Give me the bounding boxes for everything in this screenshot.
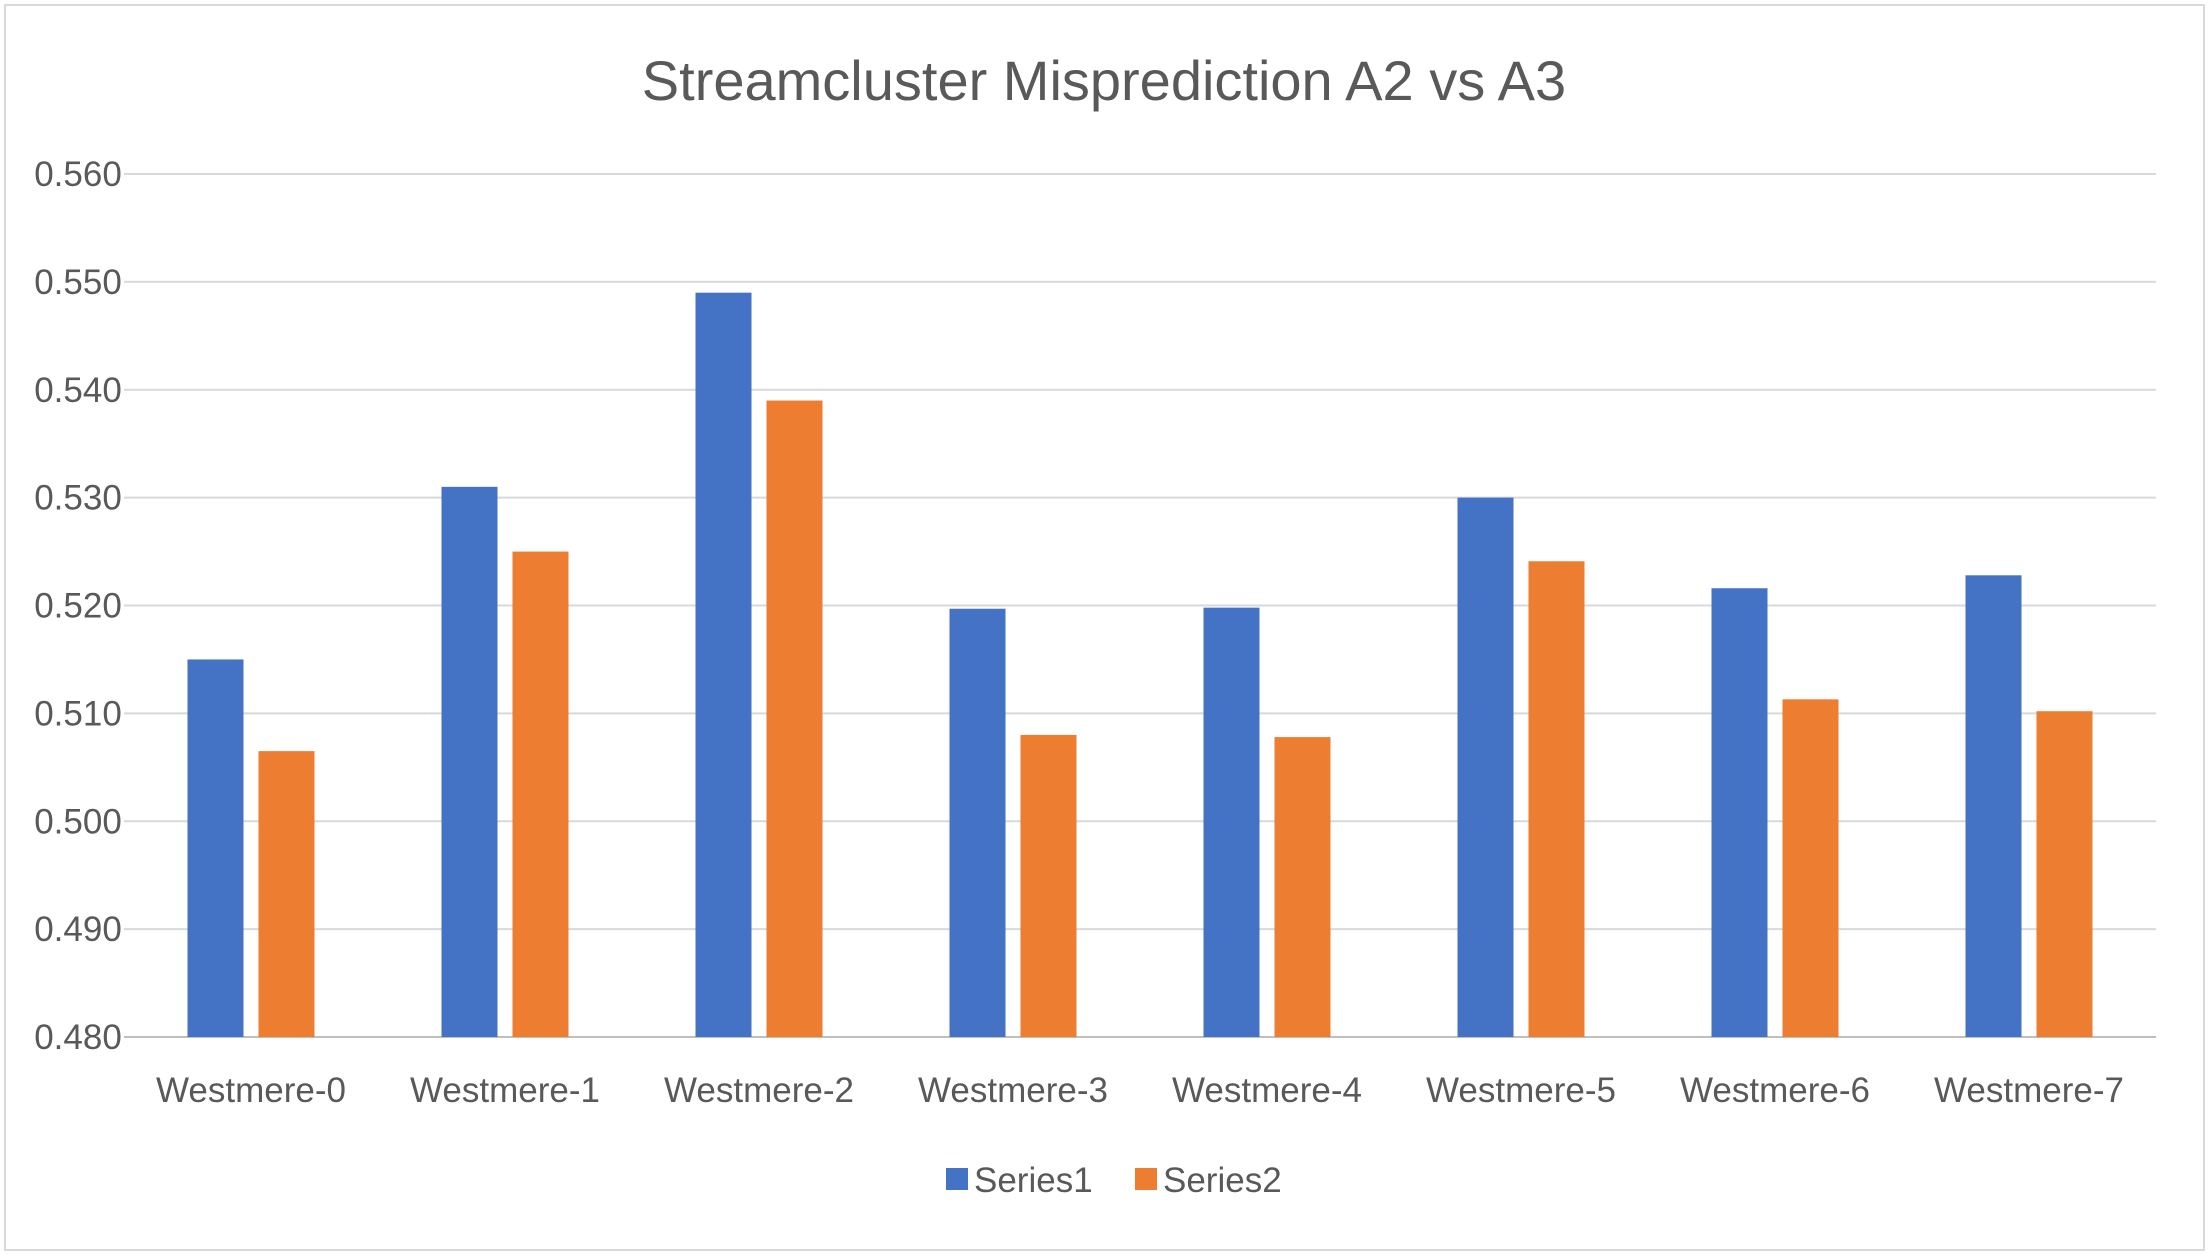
bar-series1-westmere-1 (441, 486, 498, 1037)
y-tick-label: 0.490 (34, 910, 122, 949)
x-tick-label: Westmere-4 (1172, 1071, 1362, 1110)
y-tick-label: 0.560 (34, 155, 122, 194)
x-tick-label: Westmere-7 (1934, 1071, 2124, 1110)
x-tick-label: Westmere-3 (918, 1071, 1108, 1110)
bar-series1-westmere-6 (1711, 588, 1768, 1037)
bar-series2-westmere-4 (1274, 737, 1331, 1037)
bar-series2-westmere-3 (1020, 734, 1077, 1037)
x-tick-label: Westmere-2 (664, 1071, 854, 1110)
chart-title: Streamcluster Misprediction A2 vs A3 (642, 49, 1566, 112)
x-tick-label: Westmere-1 (410, 1071, 600, 1110)
bar-series1-westmere-3 (949, 608, 1006, 1037)
legend-swatch (946, 1168, 968, 1190)
y-tick-label: 0.480 (34, 1018, 122, 1057)
bar-series2-westmere-7 (2036, 711, 2093, 1037)
y-tick-label: 0.520 (34, 587, 122, 626)
x-tick-label: Westmere-6 (1680, 1071, 1870, 1110)
bars (187, 292, 2093, 1038)
legend-swatch (1135, 1168, 1157, 1190)
y-axis-ticks: 0.480 0.490 0.500 0.510 0.520 0.530 0.540 0.550… (34, 155, 122, 1057)
y-tick-label: 0.540 (34, 371, 122, 410)
y-tick-label: 0.530 (34, 479, 122, 518)
bar-series1-westmere-7 (1965, 575, 2022, 1037)
bar-series2-westmere-0 (258, 751, 315, 1037)
legend: Series1 Series2 (946, 1161, 1282, 1200)
bar-series1-westmere-4 (1203, 607, 1260, 1037)
bar-series2-westmere-5 (1528, 561, 1585, 1037)
y-tick-label: 0.550 (34, 263, 122, 302)
y-tick-label: 0.510 (34, 694, 122, 733)
bar-series1-westmere-0 (187, 659, 244, 1037)
chart-frame (4, 4, 2205, 1251)
gridlines (124, 173, 2156, 1038)
bar-series1-westmere-2 (695, 292, 752, 1038)
bar-series2-westmere-1 (512, 551, 569, 1037)
bar-series2-westmere-6 (1782, 699, 1839, 1037)
bar-series1-westmere-5 (1457, 497, 1514, 1037)
bar-series2-westmere-2 (766, 400, 823, 1038)
legend-label: Series2 (1163, 1161, 1282, 1200)
x-tick-label: Westmere-5 (1426, 1071, 1616, 1110)
x-axis-ticks: Westmere-0 Westmere-1 Westmere-2 Westmere-3… (156, 1071, 2124, 1110)
legend-label: Series1 (974, 1161, 1093, 1200)
x-tick-label: Westmere-0 (156, 1071, 346, 1110)
y-tick-label: 0.500 (34, 802, 122, 841)
